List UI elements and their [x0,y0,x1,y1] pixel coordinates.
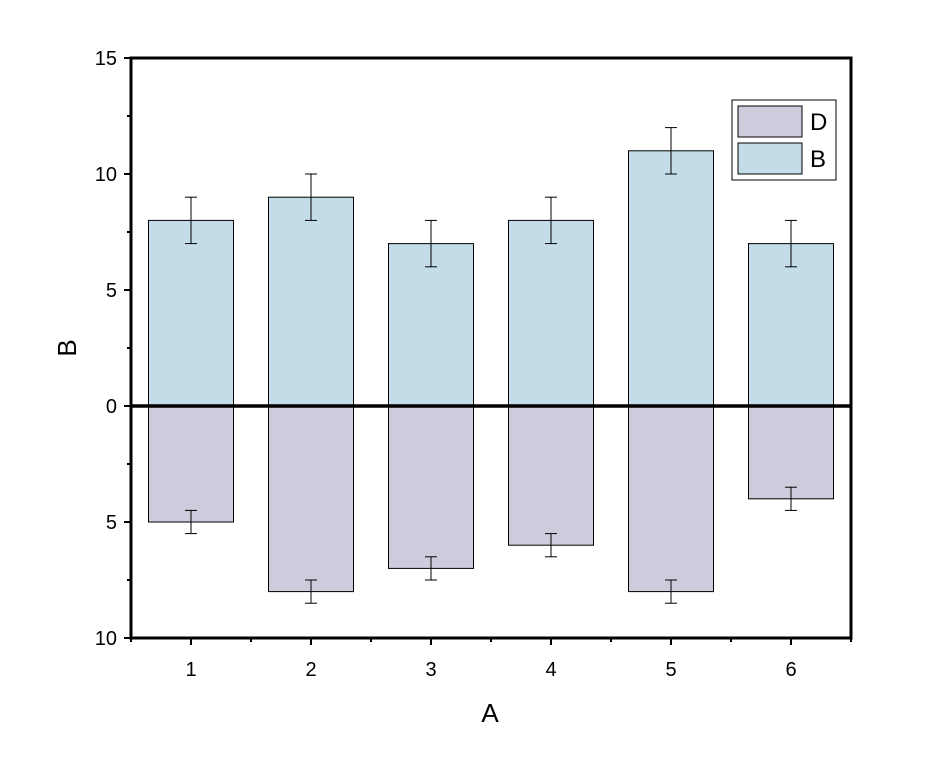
bar-B-4 [508,219,594,407]
bar-D-5 [628,405,714,593]
y-axis: 15 10 5 0 5 10 [95,48,131,650]
y-tick-label: 5 [106,280,117,302]
x-axis-title: A [481,698,499,728]
y-tick-label: 5 [106,512,117,534]
x-tick-label: 3 [425,659,436,681]
bar-D-6 [748,405,834,500]
legend-swatch-D [737,105,803,138]
y-tick-label: 15 [95,48,117,70]
bar-D-1 [148,405,234,523]
bar-D-3 [388,405,474,569]
y-tick-label: 10 [95,628,117,650]
bar-B-5 [628,150,714,407]
y-tick-label: 10 [95,164,117,186]
y-axis-title: B [52,339,82,356]
bar-D-2 [268,405,354,593]
x-tick-label: 4 [545,659,556,681]
x-tick-label: 1 [185,659,196,681]
legend: DB [731,99,837,181]
bars-layer [148,150,834,593]
bar-B-6 [748,243,834,407]
legend-swatch-B [737,142,803,175]
bar-D-4 [508,405,594,546]
legend-label-D: D [810,109,827,136]
error-bars-layer [185,127,797,604]
x-tick-label: 2 [305,659,316,681]
legend-label-B: B [810,146,826,173]
x-tick-label: 5 [665,659,676,681]
x-tick-label: 6 [785,659,796,681]
bar-B-2 [268,196,354,407]
bar-B-1 [148,219,234,407]
y-tick-label: 0 [106,396,117,418]
bar-B-3 [388,243,474,407]
x-axis: 1 2 3 4 5 6 [130,638,852,681]
